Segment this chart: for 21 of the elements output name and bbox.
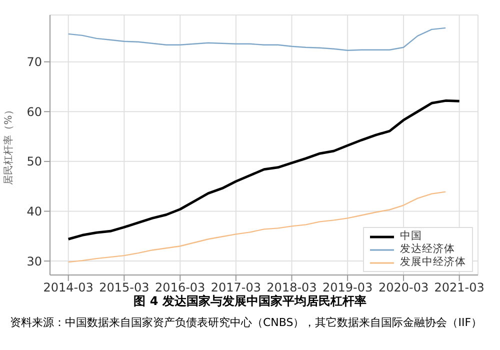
x-tick-label: 2021-03	[434, 280, 484, 295]
x-tick-label: 2015-03	[99, 280, 150, 295]
legend-label: 发达经济体	[400, 243, 455, 256]
x-tick-label: 2019-03	[322, 280, 373, 295]
line-series	[67, 99, 461, 240]
y-tick-label: 70	[26, 55, 42, 70]
x-tick-label: 2014-03	[43, 280, 94, 295]
y-axis-title: 居民杠杆率（%）	[2, 105, 15, 185]
x-tick-label: 2020-03	[378, 280, 429, 295]
x-tick-label: 2016-03	[155, 280, 206, 295]
text: 资料来源：中国数据来自国家资产负债表研究中心（CNBS），其它数据来自国际金融协会（IIF）	[10, 315, 484, 330]
y-tick-label: 60	[26, 104, 42, 119]
x-tick-label: 2017-03	[210, 280, 262, 295]
line-series	[68, 27, 446, 51]
legend-label: 中国	[400, 230, 422, 243]
y-tick-label: 50	[26, 154, 42, 169]
legend-label: 发展中经济体	[400, 256, 466, 269]
x-tick-label: 2018-03	[266, 280, 317, 295]
text: 图 4 发达国家与发展中国家平均居民杠杆率	[132, 293, 368, 310]
y-tick-label: 30	[26, 254, 42, 268]
y-tick-label: 40	[26, 204, 42, 219]
